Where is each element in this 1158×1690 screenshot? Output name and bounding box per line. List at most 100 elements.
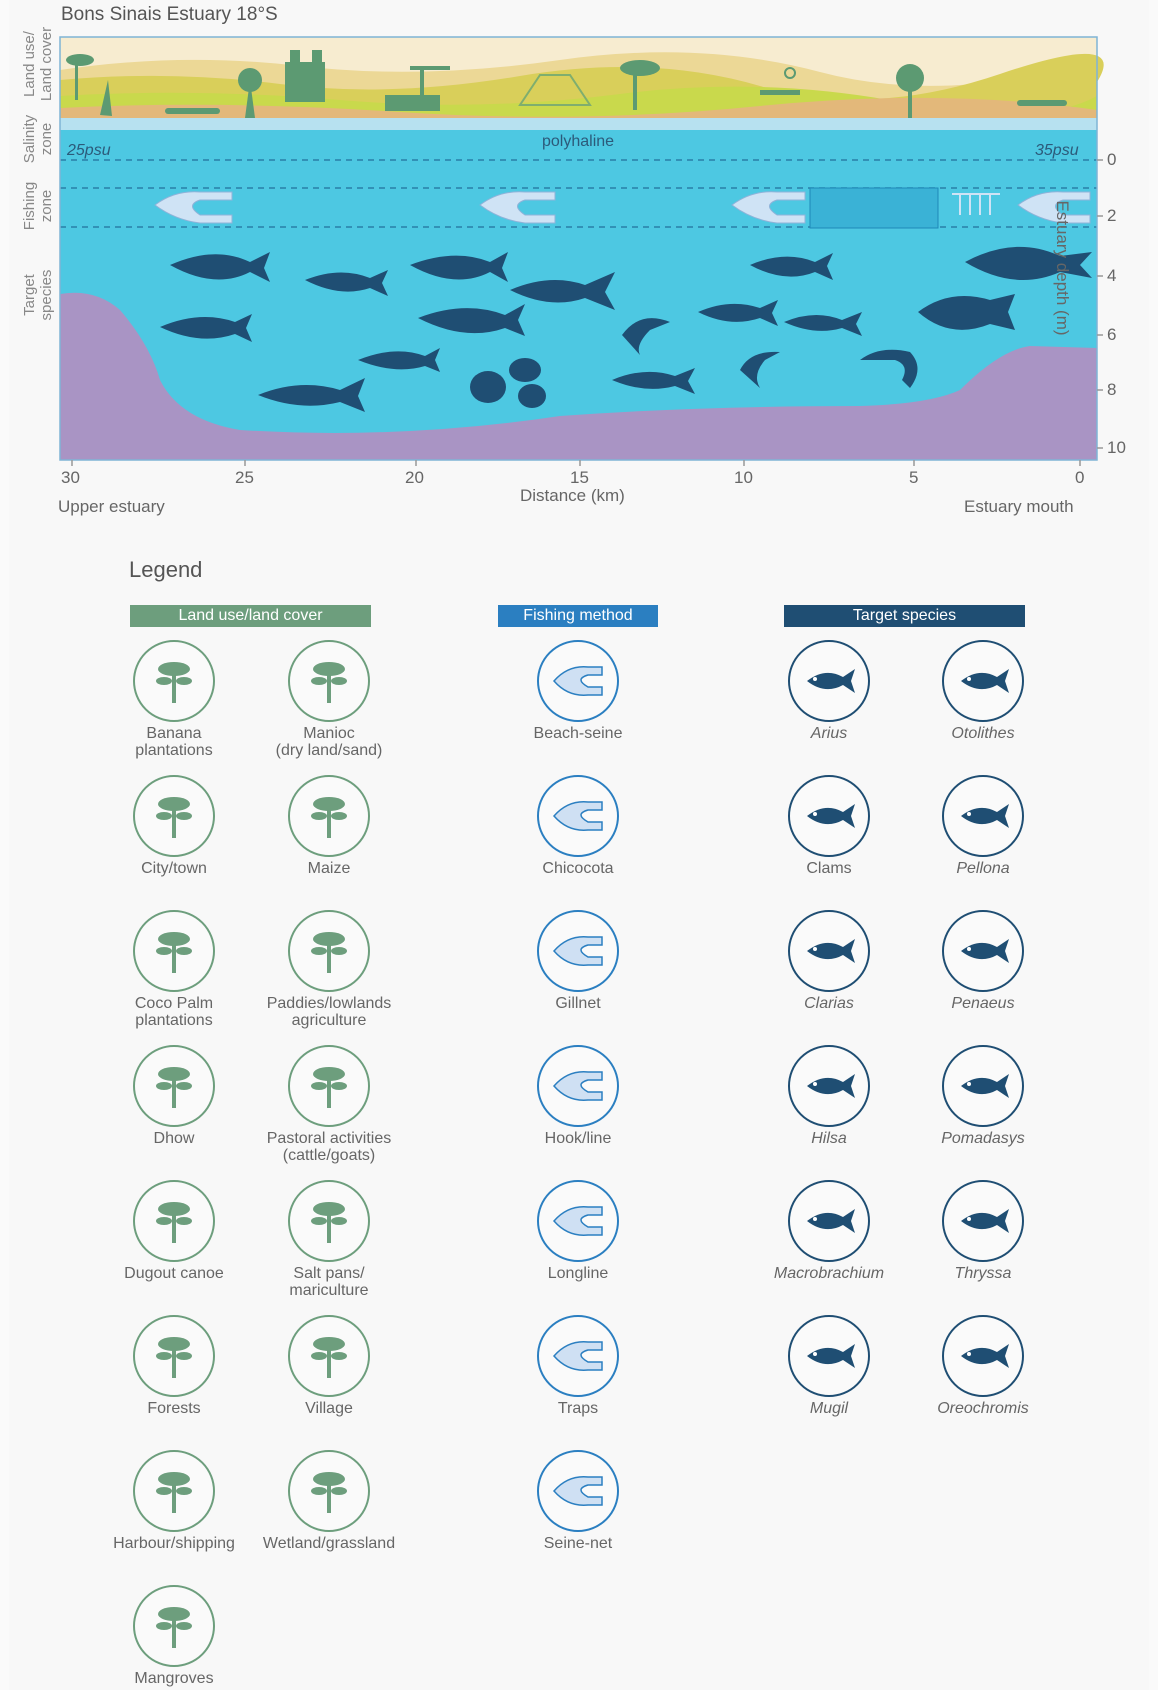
legend-mullet-item: Mugil bbox=[749, 1315, 909, 1417]
grunter-icon bbox=[942, 1045, 1024, 1127]
x-axis-ticks bbox=[71, 460, 1081, 466]
chicocota-icon bbox=[537, 775, 619, 857]
legend-heron-item: Wetland/grassland bbox=[249, 1450, 409, 1552]
salinity-right: 35psu bbox=[1035, 142, 1079, 159]
legend-label: Banana plantations bbox=[135, 725, 213, 759]
page-title: Bons Sinais Estuary 18°S bbox=[61, 4, 278, 25]
legend-label: Maize bbox=[307, 860, 351, 877]
legend-label: Chicocota bbox=[542, 860, 614, 877]
canoe-icon-2 bbox=[1017, 100, 1067, 106]
x-tick-15: 15 bbox=[570, 468, 589, 487]
legend-saltpan-item: Salt pans/ mariculture bbox=[249, 1180, 409, 1299]
legend-fish-item: Hilsa bbox=[749, 1045, 909, 1147]
y-tick-2: 2 bbox=[1107, 206, 1117, 225]
legend-fish-item: Thryssa bbox=[903, 1180, 1063, 1282]
gillnet-icon bbox=[809, 187, 939, 229]
dhow-icon bbox=[133, 1045, 215, 1127]
beach-seine-icon bbox=[537, 640, 619, 722]
legend-label: Gillnet bbox=[555, 995, 601, 1012]
legend-label: Beach-seine bbox=[533, 725, 623, 742]
legend-label: Traps bbox=[557, 1400, 599, 1417]
cattle-icon bbox=[288, 1045, 370, 1127]
y-axis-label: Estuary depth (m) bbox=[1053, 200, 1072, 336]
fish-icon bbox=[788, 1045, 870, 1127]
legend-seine-net-item: Seine-net bbox=[498, 1450, 658, 1552]
heron-icon bbox=[288, 1450, 370, 1532]
legend-beach-seine-item: Beach-seine bbox=[498, 640, 658, 742]
legend-label: Seine-net bbox=[543, 1535, 613, 1552]
legend-label: Pomadasys bbox=[941, 1130, 1025, 1147]
maize-icon bbox=[288, 775, 370, 857]
legend-label: Otolithes bbox=[951, 725, 1015, 742]
legend-shrimp-item: Penaeus bbox=[903, 910, 1063, 1012]
y-tick-6: 6 bbox=[1107, 325, 1117, 344]
legend-label: Paddies/lowlands agriculture bbox=[266, 995, 392, 1029]
legend-gillnet-item: Gillnet bbox=[498, 910, 658, 1012]
legend-label: City/town bbox=[141, 860, 207, 877]
mangrove-icon bbox=[133, 1585, 215, 1667]
legend-label: Macrobrachium bbox=[773, 1265, 885, 1282]
legend-label: Dugout canoe bbox=[124, 1265, 224, 1282]
legend-manioc-item: Manioc (dry land/sand) bbox=[249, 640, 409, 759]
species-silhouettes bbox=[160, 246, 1092, 412]
estuary-diagram: 25psu polyhaline 35psu bbox=[59, 36, 1104, 466]
mangrove-icon-2 bbox=[896, 64, 924, 92]
longline-icon bbox=[537, 1180, 619, 1262]
legend-label: Pastoral activities (cattle/goats) bbox=[266, 1130, 392, 1164]
mangrove-icon bbox=[245, 80, 255, 118]
legend-cattle-item: Pastoral activities (cattle/goats) bbox=[249, 1045, 409, 1164]
legend-dhow-item: Dhow bbox=[94, 1045, 254, 1147]
legend-label: Pellona bbox=[956, 860, 1010, 877]
y-axis-ticks bbox=[1097, 159, 1103, 449]
x-tick-20: 20 bbox=[405, 468, 424, 487]
legend-label: Harbour/shipping bbox=[113, 1535, 235, 1552]
legend-trap-item: Traps bbox=[498, 1315, 658, 1417]
legend-label: Hook/line bbox=[544, 1130, 612, 1147]
legend-canoe-item: Dugout canoe bbox=[94, 1180, 254, 1282]
legend-label: Clarias bbox=[804, 995, 854, 1012]
legend-label: Village bbox=[305, 1400, 353, 1417]
legend-label: Mangroves bbox=[134, 1670, 214, 1687]
hook-icon bbox=[537, 1045, 619, 1127]
fishing-header: Fishing method bbox=[498, 605, 658, 627]
legend-label: Salt pans/ mariculture bbox=[289, 1265, 369, 1299]
saltpan-icon bbox=[518, 74, 592, 106]
trap-icon bbox=[537, 1315, 619, 1397]
x-tick-10: 10 bbox=[734, 468, 753, 487]
forest-icon bbox=[133, 1315, 215, 1397]
legend-label: Forests bbox=[147, 1400, 201, 1417]
upper-estuary-caption: Upper estuary bbox=[58, 497, 165, 516]
city-icon bbox=[133, 775, 215, 857]
legend-title: Legend bbox=[129, 557, 203, 582]
legend-paddies-item: Paddies/lowlands agriculture bbox=[249, 910, 409, 1029]
beach-seine-icon-3 bbox=[1017, 191, 1091, 224]
beach-seine-icon bbox=[154, 191, 233, 224]
legend-palm-item: Coco Palm plantations bbox=[94, 910, 254, 1029]
legend-mangrove-item: Mangroves bbox=[94, 1585, 254, 1687]
fish-icon bbox=[942, 1180, 1024, 1262]
legend-label: Manioc (dry land/sand) bbox=[275, 725, 383, 759]
shoreline bbox=[60, 118, 1097, 130]
fish-icon bbox=[942, 640, 1024, 722]
canoe-icon bbox=[133, 1180, 215, 1262]
mullet-icon bbox=[788, 1315, 870, 1397]
heron-icon bbox=[100, 80, 112, 116]
legend-label: Arius bbox=[810, 725, 848, 742]
gillnet-icon bbox=[537, 910, 619, 992]
banana-icon bbox=[75, 60, 78, 100]
land-icons bbox=[66, 50, 1067, 118]
paddies-icon bbox=[760, 90, 800, 95]
seine-net-icon bbox=[537, 1450, 619, 1532]
legend-city-item: City/town bbox=[94, 775, 254, 877]
longline-icon bbox=[952, 193, 1000, 215]
x-axis-label: Distance (km) bbox=[520, 486, 625, 505]
eel-catfish-icon bbox=[788, 910, 870, 992]
legend-prawn-item: Macrobrachium bbox=[749, 1180, 909, 1282]
beach-seine-icon-2 bbox=[731, 191, 806, 224]
catfish-icon bbox=[788, 640, 870, 722]
x-tick-0: 0 bbox=[1075, 468, 1085, 487]
diagram-border bbox=[59, 36, 1098, 461]
salinity-middle: polyhaline bbox=[542, 133, 614, 150]
legend-forest-item: Forests bbox=[94, 1315, 254, 1417]
paddies-icon bbox=[288, 910, 370, 992]
